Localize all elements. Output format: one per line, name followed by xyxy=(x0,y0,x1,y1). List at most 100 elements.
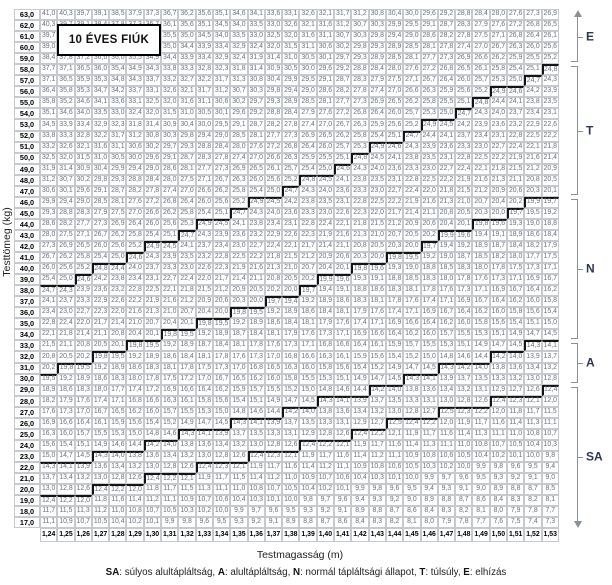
bmi-cell: 17,4 xyxy=(351,318,369,330)
bmi-cell: 27,7 xyxy=(74,218,92,230)
bmi-cell: 25,0 xyxy=(109,252,127,264)
weight-label: 37,0 xyxy=(14,296,40,308)
bmi-cell: 26,9 xyxy=(57,240,75,253)
bmi-cell: 15,4 xyxy=(541,307,559,319)
bmi-cell: 28,6 xyxy=(161,163,179,175)
bmi-cell: 12,8 xyxy=(403,406,421,418)
bmi-cell: 12,3 xyxy=(264,450,283,462)
bmi-cell: 32,5 xyxy=(40,152,58,164)
bmi-cell: 11,7 xyxy=(161,484,179,496)
bmi-cell: 23,0 xyxy=(368,185,386,197)
zone-letter-T: T xyxy=(586,123,594,138)
bmi-cell: 24,3 xyxy=(195,229,213,241)
bmi-cell: 15,2 xyxy=(282,384,300,396)
bmi-cell: 15,1 xyxy=(247,395,265,407)
bmi-cell: 27,2 xyxy=(334,108,352,120)
bmi-cell: 13,3 xyxy=(264,428,283,440)
bmi-cell: 10,7 xyxy=(195,495,213,507)
bmi-cell: 18,4 xyxy=(316,307,335,319)
bmi-cell: 23,1 xyxy=(282,218,300,230)
bmi-cell: 21,6 xyxy=(420,196,438,208)
bmi-cell: 15,1 xyxy=(455,340,473,352)
bracket-tick xyxy=(578,269,583,270)
bmi-cell: 19,2 xyxy=(57,373,75,385)
bmi-cell: 16,6 xyxy=(334,340,352,352)
bmi-cell: 22,7 xyxy=(437,163,456,175)
bmi-cell: 26,5 xyxy=(74,240,92,253)
bmi-cell: 17,1 xyxy=(109,395,127,407)
bmi-cell: 28,1 xyxy=(316,97,335,109)
bmi-cell: 25,7 xyxy=(282,163,300,175)
bmi-cell: 32,8 xyxy=(195,64,213,76)
bmi-cell: 9,9 xyxy=(472,461,490,473)
bmi-cell: 16,0 xyxy=(299,362,317,374)
bmi-cell: 13,0 xyxy=(247,439,265,451)
bmi-cell: 24,3 xyxy=(472,108,490,120)
bmi-cell: 23,4 xyxy=(524,108,542,120)
weight-label: 43,0 xyxy=(14,229,40,241)
bmi-cell: 30,2 xyxy=(143,141,162,153)
bmi-cell: 14,9 xyxy=(178,417,196,429)
bmi-cell: 27,6 xyxy=(507,9,525,21)
bmi-cell: 23,5 xyxy=(316,196,335,208)
bmi-cell: 16,3 xyxy=(282,362,300,374)
bmi-cell: 29,3 xyxy=(351,53,369,65)
bmi-cell: 21,5 xyxy=(507,163,525,175)
bmi-cell: 29,6 xyxy=(316,64,335,76)
bmi-cell: 22,7 xyxy=(385,185,404,197)
bmi-cell: 7,7 xyxy=(541,506,559,518)
bmi-cell: 25,1 xyxy=(385,130,404,142)
bmi-cell: 17,3 xyxy=(316,329,335,341)
bmi-cell: 26,8 xyxy=(524,20,542,32)
bmi-cell: 28,8 xyxy=(264,108,283,120)
arrow-down-icon xyxy=(573,521,582,528)
bmi-cell: 9,3 xyxy=(299,506,317,518)
bmi-cell: 18,6 xyxy=(368,285,386,297)
bmi-cell: 28,4 xyxy=(212,141,231,153)
bmi-cell: 33,8 xyxy=(161,64,179,76)
bmi-cell: 23,5 xyxy=(368,174,386,186)
bmi-cell: 20,1 xyxy=(143,329,162,341)
bmi-cell: 9,6 xyxy=(334,495,352,507)
bmi-cell: 14,6 xyxy=(247,406,265,418)
bmi-cell: 19,0 xyxy=(437,252,456,264)
bmi-cell: 7,3 xyxy=(541,517,559,529)
bmi-cell: 37,7 xyxy=(40,64,58,76)
bmi-cell: 22,7 xyxy=(489,141,508,153)
bmi-cell: 19,0 xyxy=(524,218,542,230)
bmi-cell: 26,1 xyxy=(541,31,559,43)
bmi-cell: 17,8 xyxy=(489,263,508,275)
bmi-cell: 26,9 xyxy=(368,97,386,109)
bmi-cell: 10,1 xyxy=(385,472,404,485)
bmi-cell: 28,0 xyxy=(385,64,404,76)
bmi-cell: 15,7 xyxy=(247,384,265,396)
bmi-cell: 20,2 xyxy=(40,362,58,374)
bmi-cell: 24,5 xyxy=(212,218,231,230)
bmi-cell: 11,1 xyxy=(437,439,456,451)
bmi-cell: 13,8 xyxy=(316,406,335,418)
weight-label: 40,0 xyxy=(14,263,40,275)
bmi-cell: 35,8 xyxy=(40,97,58,109)
bmi-cell: 13,4 xyxy=(161,450,179,462)
bmi-cell: 18,9 xyxy=(247,318,265,330)
bmi-cell: 13,8 xyxy=(126,450,144,462)
bmi-cell: 25,9 xyxy=(299,152,317,164)
bracket-line xyxy=(577,387,578,526)
bmi-cell: 23,9 xyxy=(472,119,490,131)
bmi-cell: 13,4 xyxy=(437,384,456,396)
bmi-cell: 33,6 xyxy=(109,97,127,109)
bmi-cell: 15,2 xyxy=(403,351,421,363)
bmi-cell: 28,0 xyxy=(40,229,58,241)
bmi-cell: 29,3 xyxy=(264,97,283,109)
bmi-cell: 25,2 xyxy=(403,119,421,131)
bmi-cell: 21,9 xyxy=(507,152,525,164)
bmi-cell: 24,7 xyxy=(455,108,473,120)
bmi-cell: 24,7 xyxy=(403,130,421,142)
bmi-cell: 28,2 xyxy=(264,119,283,131)
bmi-cell: 25,8 xyxy=(230,185,248,197)
bmi-cell: 33,5 xyxy=(91,108,110,120)
bmi-cell: 14,3 xyxy=(437,362,456,374)
bmi-cell: 15,9 xyxy=(351,351,369,363)
bmi-cell: 9,8 xyxy=(541,450,559,462)
bmi-cell: 27,8 xyxy=(282,119,300,131)
